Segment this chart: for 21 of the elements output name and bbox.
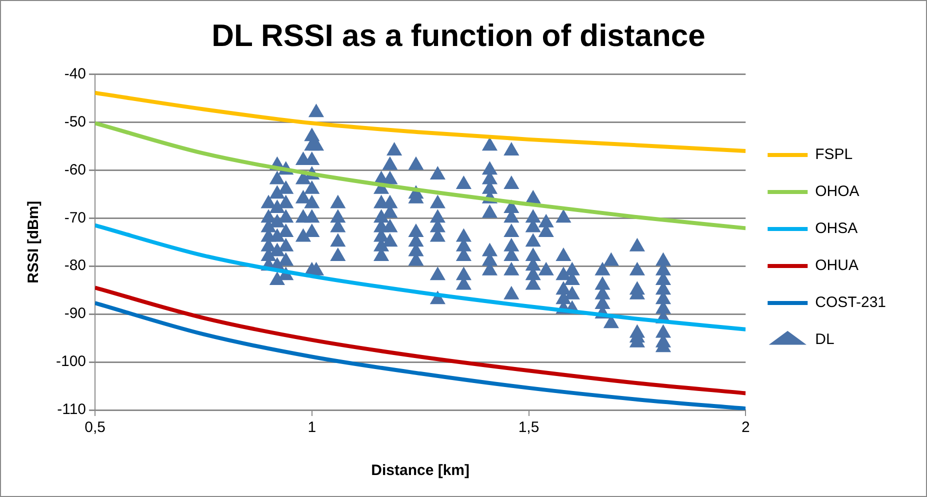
x-tick-label: 0,5 [84, 419, 106, 436]
x-tick-label: 2 [741, 419, 750, 436]
y-tick-label: -110 [57, 401, 86, 418]
x-tick-label: 1 [308, 419, 316, 436]
y-tick-label: -90 [64, 305, 86, 322]
y-axis-title: RSSI [dBm] [25, 200, 42, 284]
legend-label: OHOA [815, 183, 860, 200]
y-tick-label: -80 [64, 257, 86, 274]
y-tick-label: -40 [64, 65, 86, 82]
x-tick-label: 1,5 [518, 419, 540, 436]
chart-title: DL RSSI as a function of distance [212, 18, 706, 54]
legend-label: COST-231 [815, 294, 886, 312]
y-tick-label: -60 [64, 161, 86, 178]
y-tick-label: -50 [64, 113, 86, 130]
legend-label: FSPL [815, 146, 853, 164]
y-tick-label: -100 [56, 353, 86, 370]
legend-label: OHSA [815, 220, 858, 238]
legend-label: DL [815, 331, 834, 348]
legend-label: OHUA [815, 257, 858, 274]
x-axis-title: Distance [km] [371, 462, 470, 480]
y-tick-label: -70 [64, 209, 86, 226]
